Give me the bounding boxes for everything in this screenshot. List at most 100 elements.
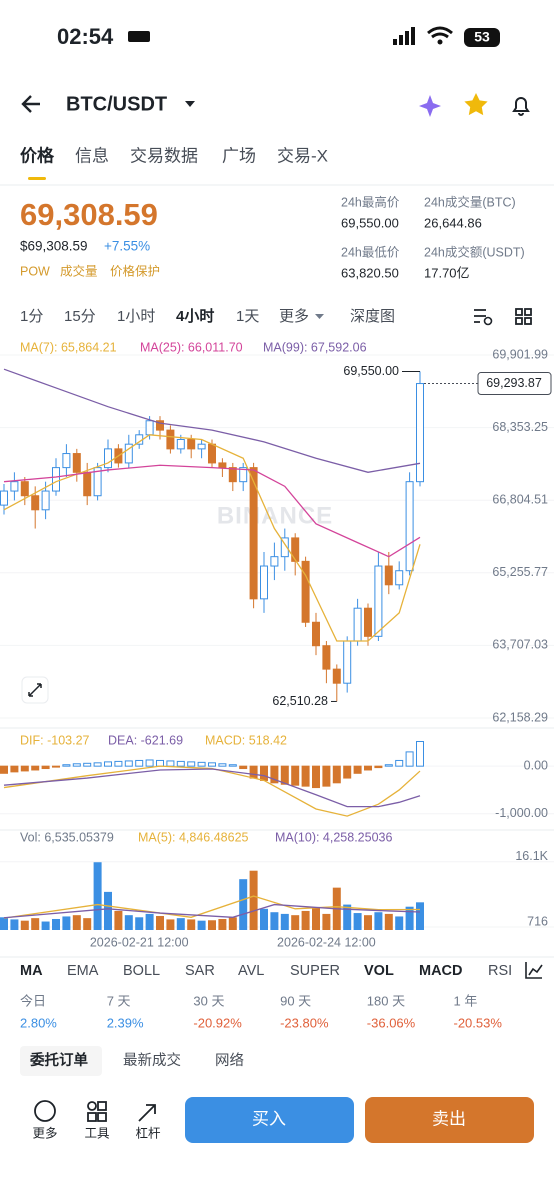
- wifi-icon: [427, 26, 453, 39]
- candle-body: [364, 607, 372, 637]
- alert-icon[interactable]: [512, 97, 530, 116]
- ai-icon[interactable]: [419, 95, 441, 117]
- candle-body: [20, 481, 29, 497]
- candle-body: [249, 467, 258, 600]
- indicator-tab[interactable]: AVL: [238, 963, 264, 979]
- macd-bar: [384, 764, 393, 767]
- volume-bar: [384, 913, 393, 930]
- interval[interactable]: 深度图: [350, 308, 395, 325]
- tab[interactable]: 价格: [20, 145, 55, 165]
- indicator-tab[interactable]: BOLL: [123, 963, 160, 979]
- indicator-tab[interactable]: VOL: [364, 963, 394, 979]
- y-tick-label: 66,804.51: [492, 493, 548, 507]
- y-tick-label: 62,158.29: [492, 710, 548, 724]
- indicator-settings[interactable]: [525, 962, 543, 979]
- last-price-tag: [477, 372, 552, 396]
- order-tab[interactable]: 委托订单: [30, 1051, 88, 1069]
- order-tab[interactable]: 网络: [215, 1052, 244, 1069]
- sell-button[interactable]: [365, 1097, 534, 1143]
- candle-body: [416, 383, 424, 483]
- indicator-tab[interactable]: SUPER: [290, 963, 340, 979]
- candle-body: [322, 645, 331, 670]
- macd-bar: [374, 765, 383, 769]
- pair-title[interactable]: BTC/USDT: [66, 93, 167, 115]
- tab[interactable]: 交易-X: [277, 146, 328, 165]
- y-tick-label: 716: [527, 914, 548, 928]
- pair-caret[interactable]: [185, 101, 195, 107]
- tab[interactable]: 信息: [75, 146, 109, 165]
- tab[interactable]: 交易数据: [130, 146, 198, 165]
- macd-bar: [208, 762, 216, 767]
- layout-icon[interactable]: [515, 308, 532, 325]
- volume-bar: [239, 879, 248, 930]
- macd-bar: [124, 760, 133, 767]
- candle-body: [72, 453, 81, 473]
- interval[interactable]: 4小时: [176, 308, 214, 325]
- ma-legend: MA(99): 67,592.06: [263, 340, 367, 354]
- indicator-tab[interactable]: RSI: [488, 963, 512, 979]
- volume-bar: [343, 904, 352, 930]
- indicator-tab[interactable]: MACD: [419, 963, 463, 979]
- battery: [464, 28, 500, 47]
- period-label: 90 天: [280, 993, 311, 1008]
- macd-legend: DIF: -103.27: [20, 733, 90, 747]
- interval[interactable]: 1天: [236, 308, 259, 325]
- volume-bar: [280, 913, 289, 930]
- settings-icon[interactable]: [474, 309, 486, 323]
- y-tick-label: 65,255.77: [492, 565, 548, 579]
- macd-bar: [301, 765, 310, 787]
- macd-legend: MACD: 518.42: [205, 733, 287, 747]
- macd-bar: [176, 760, 185, 767]
- price-tag: 价格保护: [110, 263, 160, 278]
- watermark: BINANCE: [217, 502, 333, 529]
- usd-price: $69,308.59: [20, 239, 88, 254]
- tool-label[interactable]: 工具: [84, 1126, 110, 1140]
- volume-bar: [270, 912, 279, 930]
- candle-body: [187, 438, 196, 450]
- margin-icon[interactable]: [138, 1104, 156, 1122]
- tool-label[interactable]: 杠杆: [135, 1125, 161, 1140]
- candle-body: [93, 467, 102, 497]
- stat-label: 24h成交量(BTC): [424, 194, 516, 209]
- volume-bar: [197, 920, 206, 930]
- tab-indicator: [28, 177, 46, 180]
- candle-body: [62, 453, 71, 469]
- period-change: 2.39%: [107, 1015, 144, 1030]
- candle-body: [124, 443, 133, 464]
- x-tick-label: 2026-02-21 12:00: [90, 935, 189, 949]
- interval[interactable]: 1分: [20, 308, 43, 325]
- macd-bar: [72, 763, 81, 767]
- buy-button[interactable]: [185, 1097, 354, 1143]
- back-button[interactable]: [21, 95, 40, 113]
- volume-bar: [83, 918, 92, 930]
- volume-bar: [405, 906, 414, 930]
- indicator-tab[interactable]: MA: [20, 963, 43, 979]
- ma-line: [3, 464, 421, 558]
- interval[interactable]: 1小时: [117, 308, 155, 325]
- order-tab[interactable]: 最新成交: [123, 1051, 181, 1069]
- indicator-tab[interactable]: EMA: [67, 963, 99, 979]
- ma-line: [3, 368, 421, 473]
- stat-label: 24h最高价: [341, 194, 400, 209]
- more-icon[interactable]: [34, 1100, 56, 1122]
- indicator-tab[interactable]: SAR: [185, 963, 215, 979]
- volume-bar: [353, 913, 362, 930]
- volume-bar: [72, 915, 81, 930]
- volume-bar: [291, 915, 300, 930]
- macd-bar: [83, 762, 92, 767]
- tool-label[interactable]: 更多: [32, 1126, 57, 1140]
- volume-bar: [124, 915, 133, 930]
- tab[interactable]: 广场: [222, 146, 256, 165]
- volume-bar: [20, 920, 29, 930]
- price-tag: POW: [20, 264, 50, 278]
- macd-bar: [322, 765, 331, 787]
- price-tag: 成交量: [60, 263, 98, 278]
- favorite-icon[interactable]: [464, 93, 488, 116]
- interval[interactable]: 15分: [64, 308, 96, 325]
- tools-icon[interactable]: [87, 1101, 107, 1122]
- interval[interactable]: 更多: [279, 308, 309, 325]
- candle-body: [52, 467, 60, 492]
- macd-bar: [416, 741, 424, 767]
